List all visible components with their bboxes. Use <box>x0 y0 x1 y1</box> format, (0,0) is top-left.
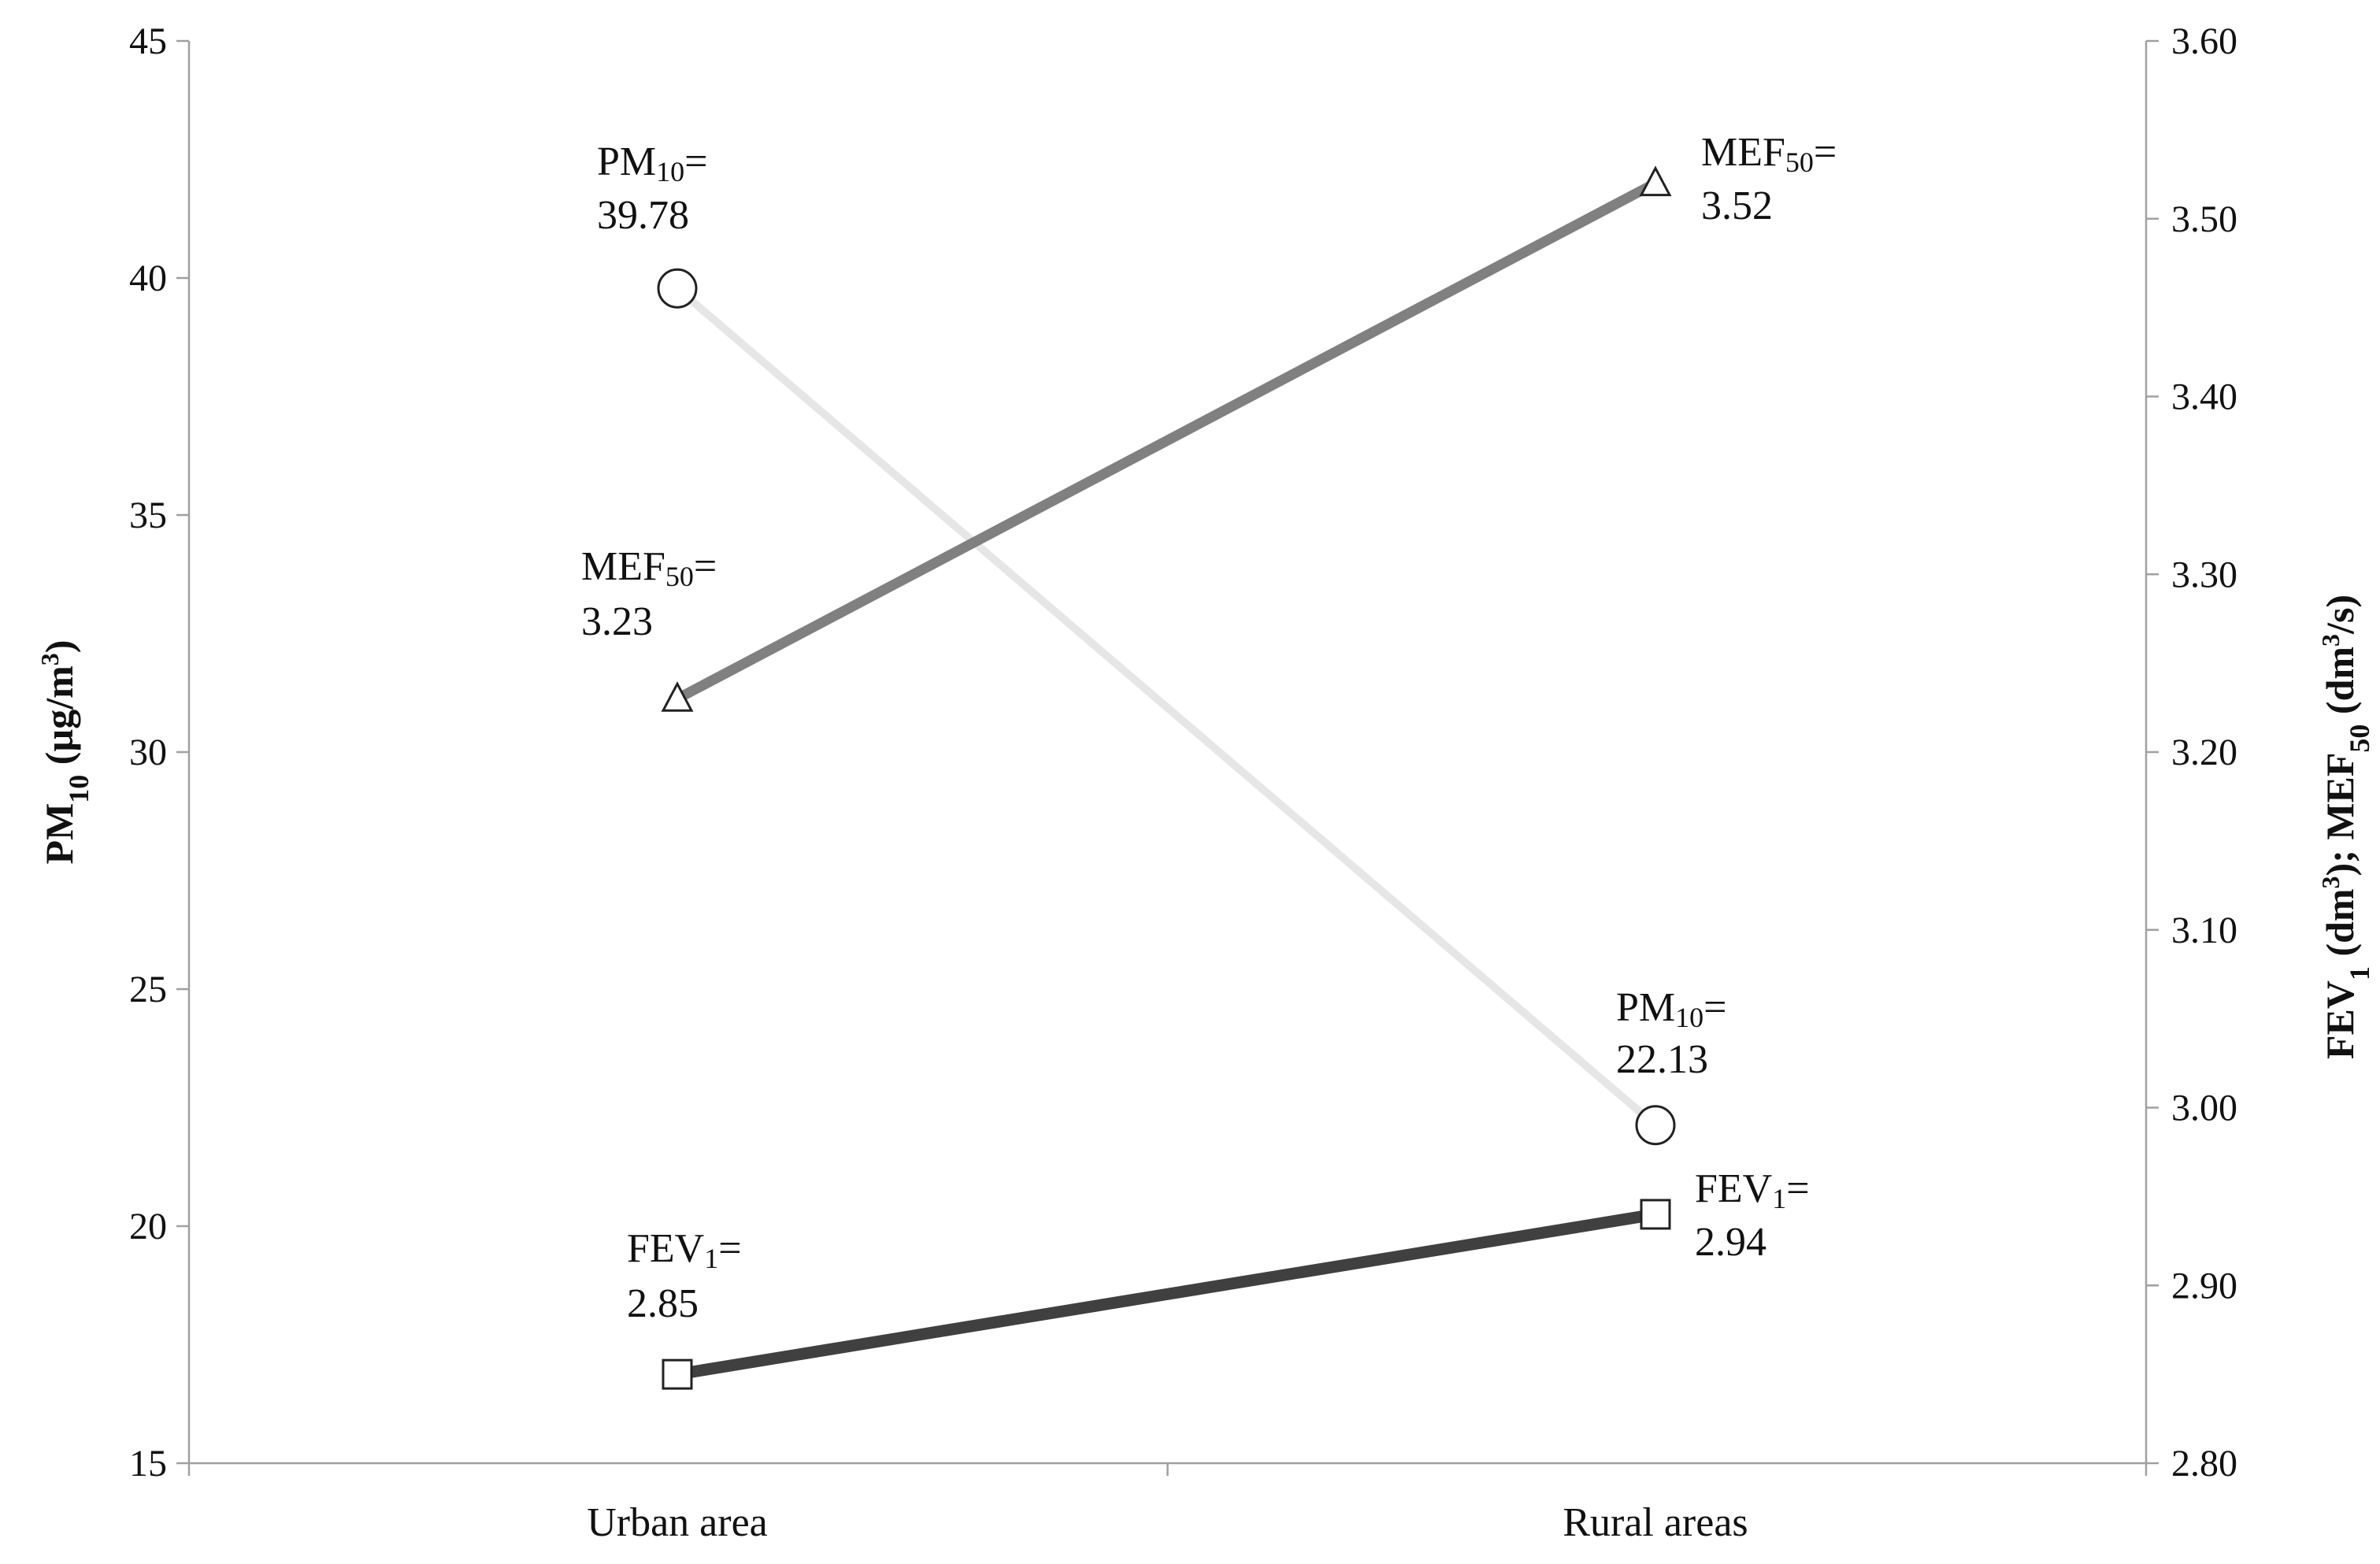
right-axis-title-part: (dm <box>2318 888 2362 966</box>
annotation-value: 22.13 <box>1616 1037 1708 1082</box>
annotation-label-eq: = <box>684 139 707 184</box>
annotation-label-sub: 50 <box>1785 146 1814 178</box>
right-tick-label: 2.90 <box>2171 1265 2237 1306</box>
series-line-circle <box>674 285 1659 1129</box>
annotation-label-main: MEF <box>1701 130 1785 175</box>
x-category-label: Rural areas <box>1563 1500 1748 1545</box>
annotation-label-eq: = <box>1814 130 1837 175</box>
right-y-axis-title: FEV1 (dm3); MEF50 (dm3/s) <box>2316 595 2375 1059</box>
annotation-value: 2.94 <box>1695 1220 1766 1265</box>
right-axis-title-part: 50 <box>2344 725 2375 753</box>
right-axis-title-part: 3 <box>2316 634 2345 647</box>
triangle-marker <box>1639 165 1672 197</box>
right-axis-title-part: 1 <box>2344 966 2375 980</box>
x-category-label: Urban area <box>587 1500 768 1545</box>
right-tick-label: 3.30 <box>2171 554 2237 595</box>
annotation-label-sub: 10 <box>1675 1002 1703 1033</box>
annotation-label: MEF50= <box>1701 130 1837 178</box>
right-axis-title-part: ); MEF <box>2318 753 2362 877</box>
annotation-value: 3.23 <box>581 599 653 644</box>
left-tick-label: 45 <box>129 20 167 62</box>
triangle-marker <box>661 681 694 712</box>
axes <box>187 41 2148 1465</box>
right-y-axis-ticks: 2.80 2.90 3.00 3.10 3.20 3.30 3.40 3.50 3.60 <box>2146 20 2237 1484</box>
annotation-value: 2.85 <box>627 1281 699 1326</box>
x-axis-ticks: Urban area Rural areas <box>187 1463 2148 1545</box>
left-tick-label: 30 <box>129 732 167 773</box>
annotation-label: FEV1= <box>627 1226 742 1274</box>
left-y-axis-ticks: 15 20 25 30 35 40 45 <box>129 20 189 1484</box>
right-axis-title-part: (dm <box>2318 647 2362 725</box>
annotation-label-main: PM <box>1616 985 1675 1030</box>
left-y-axis-title: PM10 (µg/m3) <box>35 640 95 865</box>
annotation-label-sub: 50 <box>665 561 694 592</box>
annotation-label-main: PM <box>597 139 656 184</box>
square-marker <box>1640 1199 1671 1230</box>
right-axis-title-part: /s) <box>2318 595 2362 635</box>
left-tick-label: 40 <box>129 258 167 299</box>
series-markers <box>657 165 1676 1390</box>
left-tick-label: 35 <box>129 495 167 536</box>
left-tick-label: 15 <box>129 1443 167 1484</box>
annotation-value: 3.52 <box>1701 183 1773 228</box>
data-annotations: PM10=39.78PM10=22.13MEF50=3.23MEF50=3.52… <box>581 130 1837 1326</box>
annotation-label-eq: = <box>694 544 717 589</box>
series-line-triangle <box>674 178 1659 704</box>
left-axis-title-sup: 3 <box>35 653 64 665</box>
annotation-label-main: FEV <box>627 1226 704 1271</box>
left-tick-label: 25 <box>129 969 167 1010</box>
right-tick-label: 2.80 <box>2171 1443 2237 1484</box>
annotation-value: 39.78 <box>597 193 689 238</box>
left-axis-title-main: PM <box>37 803 81 865</box>
annotation-label-sub: 1 <box>1772 1183 1786 1214</box>
right-axis-title-part: 3 <box>2316 876 2345 888</box>
annotation-label: MEF50= <box>581 544 717 592</box>
annotation-label-eq: = <box>1703 985 1726 1030</box>
series-line-square <box>676 1208 1657 1381</box>
circle-marker <box>1635 1105 1676 1146</box>
right-tick-label: 3.00 <box>2171 1088 2237 1129</box>
series-lines <box>674 178 1659 1381</box>
annotation-label-sub: 1 <box>704 1243 718 1274</box>
right-tick-label: 3.20 <box>2171 732 2237 773</box>
right-tick-label: 3.40 <box>2171 376 2237 418</box>
circle-marker <box>657 268 698 309</box>
right-tick-label: 3.60 <box>2171 20 2237 62</box>
annotation-label: PM10= <box>597 139 707 187</box>
annotation-label-main: FEV <box>1695 1166 1772 1211</box>
square-marker <box>662 1358 693 1390</box>
left-tick-label: 20 <box>129 1206 167 1247</box>
annotation-label-sub: 10 <box>656 156 684 187</box>
left-axis-title-sub: 10 <box>63 775 95 803</box>
annotation-label: PM10= <box>1616 985 1726 1033</box>
annotation-label-main: MEF <box>581 544 665 589</box>
right-axis-title-part: FEV <box>2318 980 2362 1059</box>
annotation-label: FEV1= <box>1695 1166 1810 1214</box>
annotation-label-eq: = <box>718 1226 741 1271</box>
left-axis-title-rest: (µg/m <box>37 665 81 775</box>
right-tick-label: 3.50 <box>2171 198 2237 240</box>
annotation-label-eq: = <box>1786 1166 1809 1211</box>
left-axis-title-end: ) <box>37 640 81 654</box>
right-tick-label: 3.10 <box>2171 910 2237 951</box>
